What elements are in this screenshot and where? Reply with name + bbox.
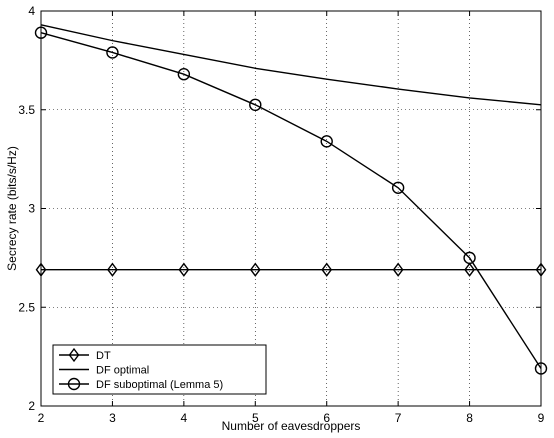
data-point-dt (35, 262, 47, 277)
x-tick-label: 2 (38, 411, 45, 425)
data-point-dt (392, 262, 404, 277)
data-point-dt (535, 262, 547, 277)
series-line-df-optimal (40, 24, 542, 106)
data-point-dt (249, 262, 261, 277)
y-tick-label: 2.5 (18, 300, 35, 314)
y-tick-label: 2 (28, 399, 35, 413)
x-tick-label: 9 (538, 411, 545, 425)
data-point-df-suboptimal-lemma-5 (320, 135, 333, 148)
x-tick-label: 7 (395, 411, 402, 425)
x-tick-label: 5 (252, 411, 259, 425)
x-tick-label: 6 (323, 411, 330, 425)
data-point-df-suboptimal-lemma-5 (34, 26, 48, 39)
legend: DT DF optimal DF suboptimal (Lemma 5) (52, 344, 267, 395)
y-tick-label: 3 (28, 202, 35, 216)
data-point-df-suboptimal-lemma-5 (249, 98, 262, 112)
x-axis-label: Number of eavesdroppers (222, 419, 361, 433)
series-layer (34, 24, 548, 375)
x-tick-label: 4 (181, 411, 188, 425)
y-tick-label: 3.5 (18, 103, 35, 117)
legend-marker (67, 377, 81, 391)
data-point-dt (464, 262, 475, 277)
axis-ticks: 2 3 4 5 6 7 8 9 2 2.5 3 3.5 4 (18, 4, 544, 425)
y-tick-label: 4 (28, 4, 35, 18)
legend-marker (68, 347, 80, 363)
data-point-dt (178, 262, 190, 277)
x-tick-label: 8 (466, 411, 473, 425)
data-point-df-suboptimal-lemma-5 (106, 46, 119, 59)
series-line-df-suboptimal-lemma-5 (40, 32, 542, 369)
data-point-df-suboptimal-lemma-5 (391, 181, 405, 194)
data-point-dt (321, 262, 333, 277)
data-point-df-suboptimal-lemma-5 (463, 251, 476, 265)
data-point-df-suboptimal-lemma-5 (177, 67, 191, 81)
x-tick-label: 3 (109, 411, 116, 425)
legend-entry: DF optimal (96, 365, 149, 377)
grid-lines (41, 11, 541, 406)
data-point-dt (107, 262, 118, 277)
legend-entry: DT (96, 350, 111, 362)
legend-entry: DF suboptimal (Lemma 5) (96, 379, 223, 391)
data-point-df-suboptimal-lemma-5 (534, 362, 548, 375)
y-axis-label: Secrecy rate (bits/s/Hz) (5, 146, 19, 271)
